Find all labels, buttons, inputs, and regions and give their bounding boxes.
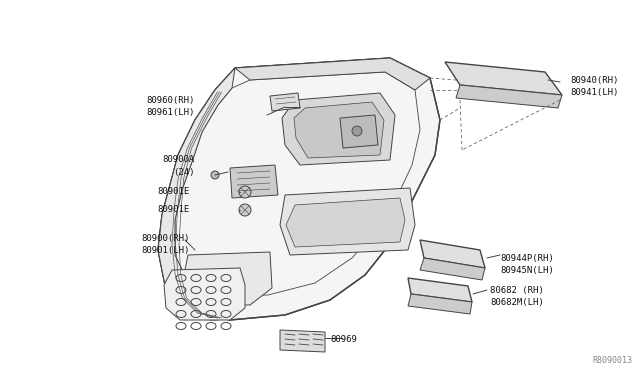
Text: 80941(LH): 80941(LH) <box>570 87 618 96</box>
Polygon shape <box>270 93 300 111</box>
Text: 80961(LH): 80961(LH) <box>147 108 195 116</box>
Polygon shape <box>456 85 562 108</box>
Polygon shape <box>420 240 485 268</box>
Text: 80682M(LH): 80682M(LH) <box>490 298 544 307</box>
Text: (24): (24) <box>173 167 195 176</box>
Polygon shape <box>230 165 278 198</box>
Polygon shape <box>158 58 440 320</box>
Text: 80901E: 80901E <box>157 187 190 196</box>
Text: 80900(RH): 80900(RH) <box>141 234 190 243</box>
Polygon shape <box>280 188 415 255</box>
Polygon shape <box>182 252 272 305</box>
Text: 80682 (RH): 80682 (RH) <box>490 285 544 295</box>
Text: 80960(RH): 80960(RH) <box>147 96 195 105</box>
Text: 80900A: 80900A <box>163 155 195 164</box>
Polygon shape <box>282 93 395 165</box>
Polygon shape <box>408 278 472 302</box>
Polygon shape <box>158 68 235 320</box>
Circle shape <box>211 171 219 179</box>
Polygon shape <box>175 72 420 296</box>
Circle shape <box>352 126 362 136</box>
Polygon shape <box>340 115 378 148</box>
Polygon shape <box>408 294 472 314</box>
Polygon shape <box>280 330 325 352</box>
Polygon shape <box>445 62 562 95</box>
Text: 80969: 80969 <box>330 336 357 344</box>
Text: 80901(LH): 80901(LH) <box>141 246 190 254</box>
Text: 80940(RH): 80940(RH) <box>570 76 618 84</box>
Text: R8090013: R8090013 <box>592 356 632 365</box>
Polygon shape <box>420 258 485 280</box>
Polygon shape <box>286 198 405 247</box>
Polygon shape <box>294 102 384 158</box>
Circle shape <box>239 204 251 216</box>
Polygon shape <box>164 268 245 320</box>
Text: 80901E: 80901E <box>157 205 190 215</box>
Text: 80944P(RH): 80944P(RH) <box>500 253 554 263</box>
Circle shape <box>239 186 251 198</box>
Text: 80945N(LH): 80945N(LH) <box>500 266 554 275</box>
Polygon shape <box>235 58 430 90</box>
